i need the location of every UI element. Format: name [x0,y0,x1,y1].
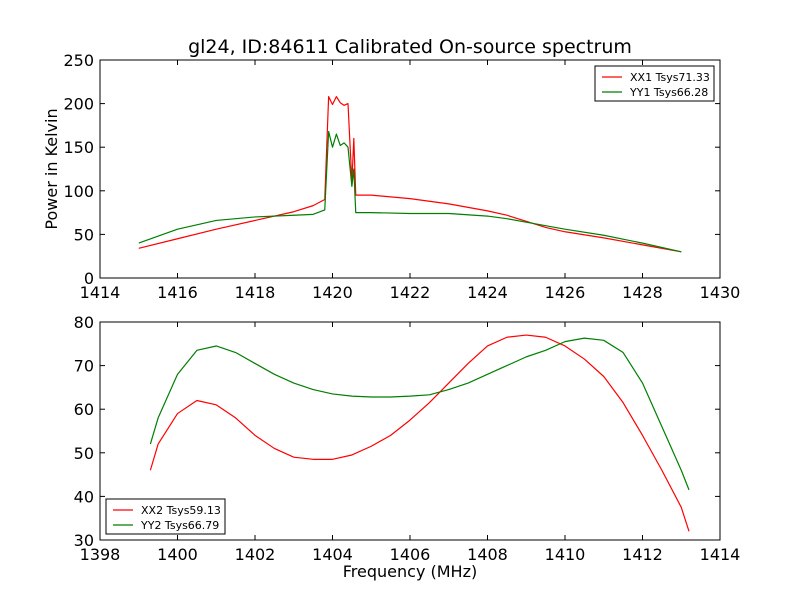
top-y-axis-label: Power in Kelvin [42,108,61,229]
top-x-tick-label: 1428 [622,283,663,302]
bottom-x-tick-label: 1410 [545,545,586,564]
bottom-axes: Frequency (MHz) 1398 1400 1402 1404 1406 1408… [74,313,741,581]
bottom-y-tick-label: 40 [74,487,94,506]
bottom-x-axis-label: Frequency (MHz) [343,562,477,581]
bottom-y-tick-label: 70 [74,357,94,376]
top-axes: Power in Kelvin 1414 1416 1418 1420 1422 1424… [42,51,740,302]
bottom-legend-box [105,498,226,535]
top-x-tick-label: 1414 [80,283,121,302]
top-x-tick-label: 1418 [235,283,276,302]
bottom-legend-entry: XX2 Tsys59.13 [141,504,221,517]
bottom-y-tick-label: 60 [74,400,94,419]
bottom-x-tick-label: 1406 [390,545,431,564]
top-x-tick-label: 1426 [545,283,586,302]
bottom-series-xx-line [149,334,690,532]
top-y-tick-label: 150 [63,138,94,157]
top-y-tick-label: 50 [74,225,94,244]
top-x-tick-label: 1424 [467,283,508,302]
top-legend-box [594,65,715,102]
chart-title: gl24, ID:84611 Calibrated On-source spec… [188,36,632,58]
bottom-x-tick-label: 1408 [467,545,508,564]
bottom-y-tick-label: 50 [74,444,94,463]
top-x-tick-label: 1416 [157,283,198,302]
bottom-legend: XX2 Tsys59.13 YY2 Tsys66.79 [105,498,226,535]
top-legend: XX1 Tsys71.33 YY1 Tsys66.28 [594,65,715,102]
bottom-legend-entry: YY2 Tsys66.79 [140,519,219,532]
top-y-tick-label: 200 [63,95,94,114]
top-y-tick-label: 250 [63,51,94,70]
bottom-series-yy-line [149,337,690,491]
bottom-x-tick-label: 1402 [235,545,276,564]
bottom-x-tick-label: 1398 [80,545,121,564]
top-y-tick-label: 100 [63,182,94,201]
bottom-y-tick-label: 80 [74,313,94,332]
top-legend-entry: YY1 Tsys66.28 [629,86,708,99]
top-x-tick-label: 1430 [700,283,741,302]
top-series-yy-line [138,130,682,253]
bottom-y-tick-label: 30 [74,531,94,550]
top-y-tick-label: 0 [84,269,94,288]
bottom-x-tick-label: 1400 [157,545,198,564]
bottom-x-tick-label: 1404 [312,545,353,564]
top-x-tick-label: 1420 [312,283,353,302]
top-legend-entry: XX1 Tsys71.33 [630,71,710,84]
bottom-x-tick-label: 1412 [622,545,663,564]
top-x-tick-label: 1422 [390,283,431,302]
bottom-x-tick-label: 1414 [700,545,741,564]
